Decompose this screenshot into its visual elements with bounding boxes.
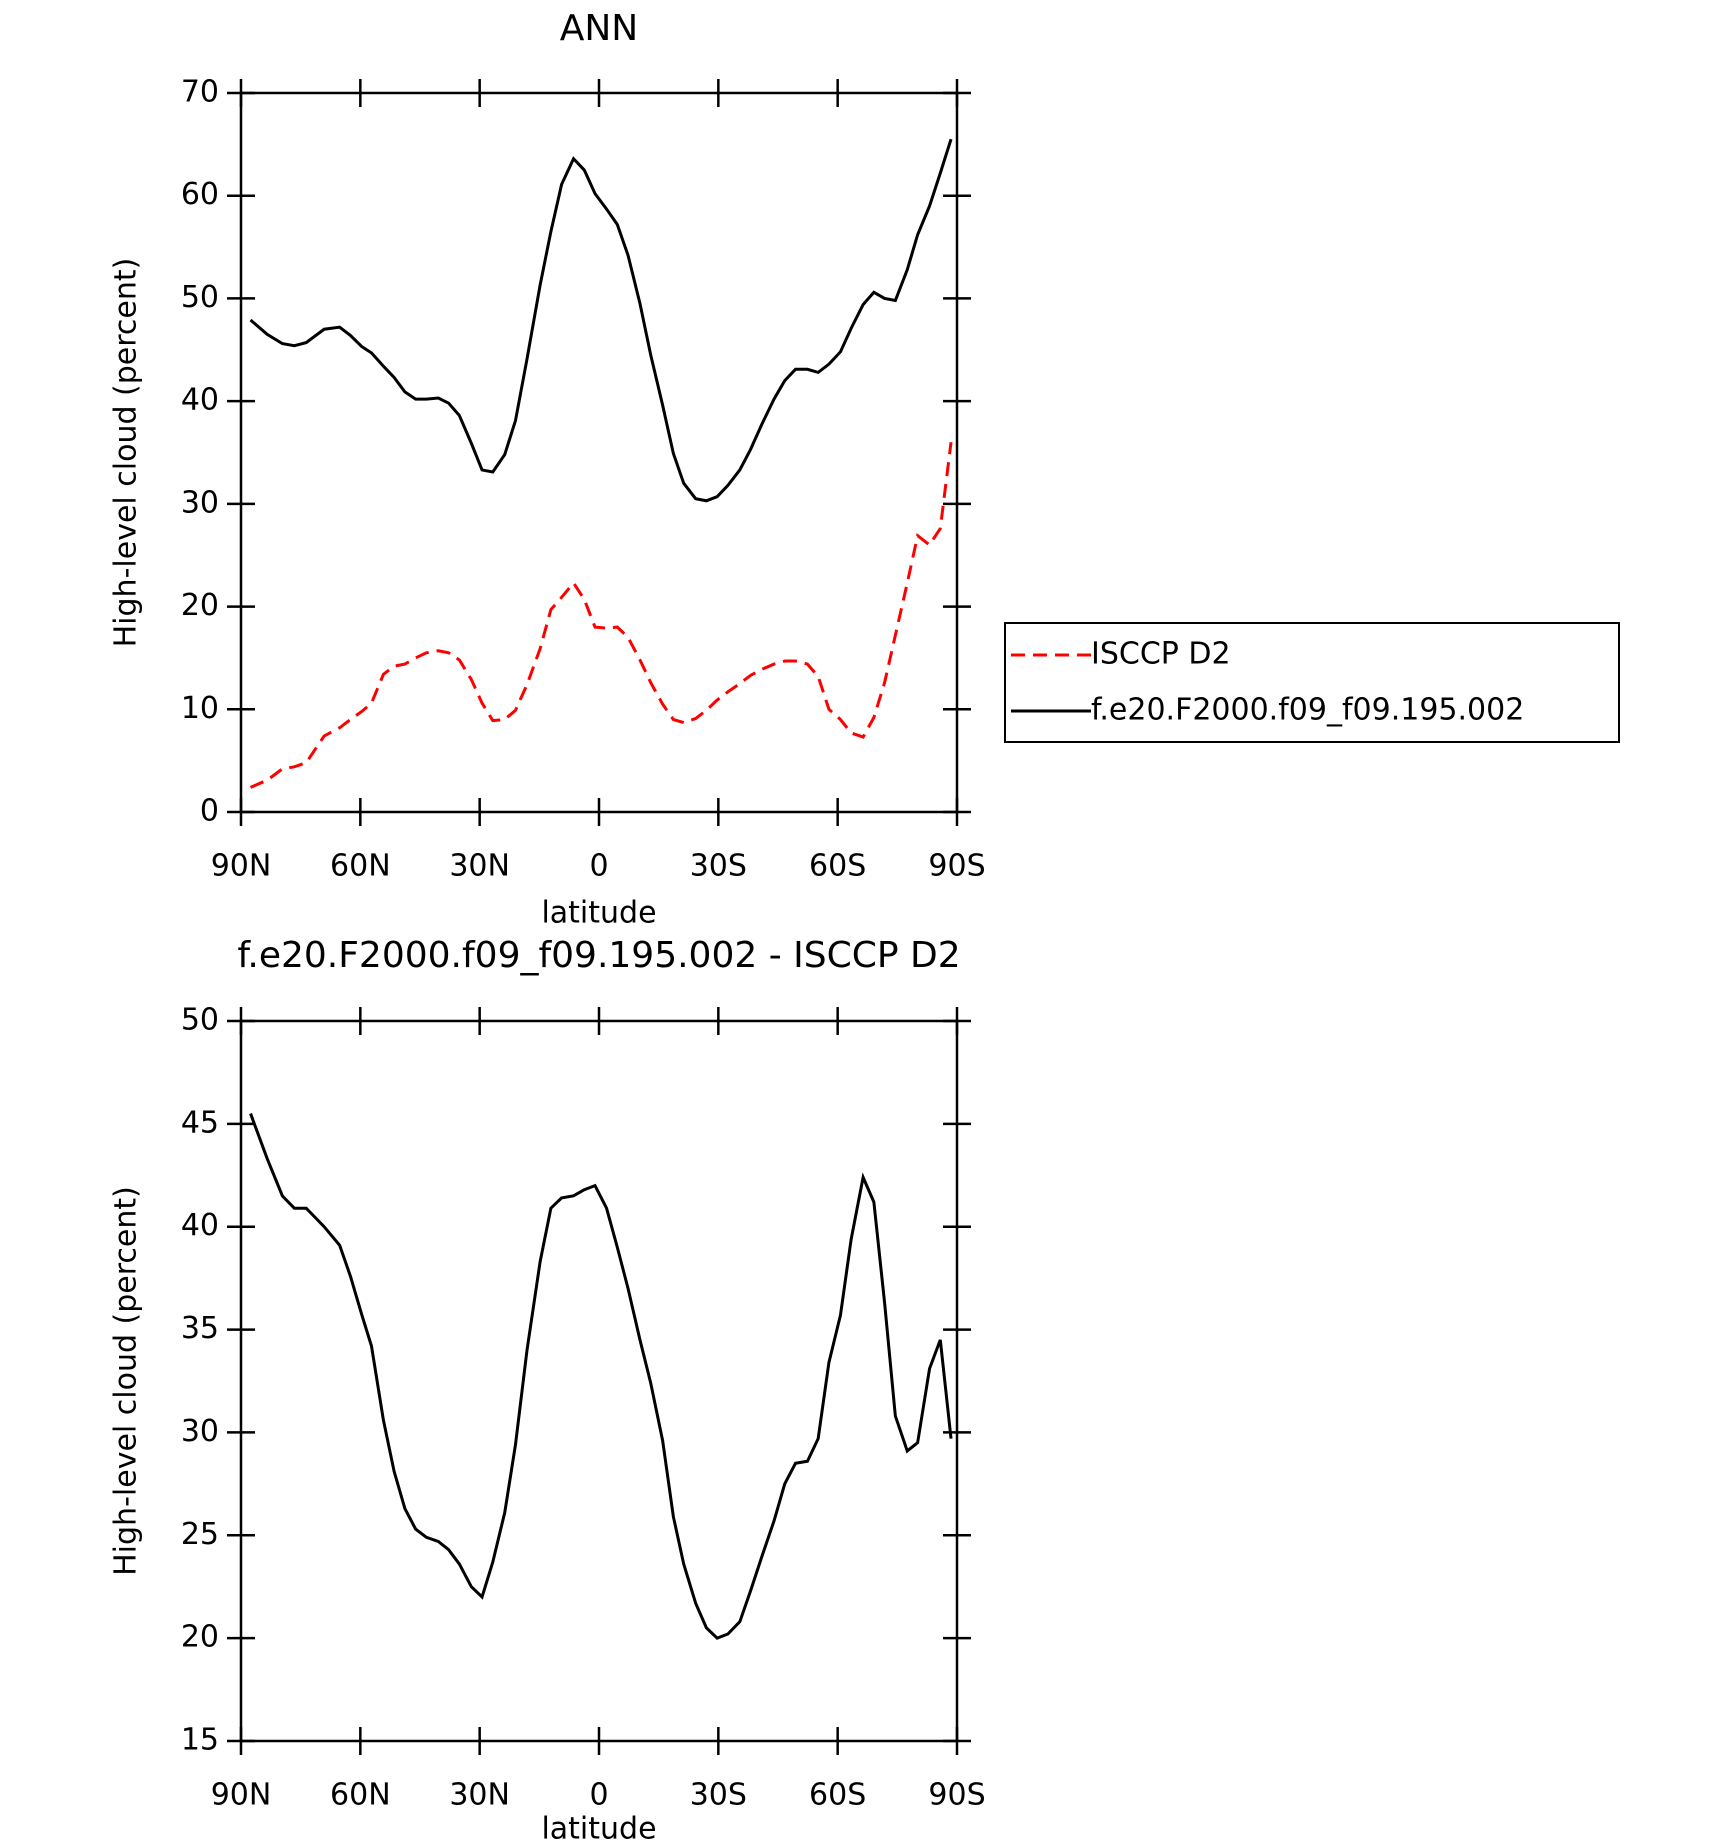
data-line bbox=[249, 138, 953, 503]
x-axis-label: latitude bbox=[541, 896, 656, 931]
legend-label: ISCCP D2 bbox=[1091, 637, 1231, 672]
chart-title: ANN bbox=[560, 8, 639, 49]
x-tick-label: 90S bbox=[928, 849, 985, 884]
y-tick-label: 50 bbox=[181, 1003, 219, 1038]
y-tick-label: 60 bbox=[181, 177, 219, 212]
x-tick-label: 60N bbox=[330, 1778, 391, 1813]
y-tick-label: 10 bbox=[181, 691, 219, 726]
y-tick-label: 20 bbox=[181, 1620, 219, 1655]
y-tick-label: 20 bbox=[181, 588, 219, 623]
y-tick-label: 50 bbox=[181, 280, 219, 315]
plot-frame bbox=[239, 91, 959, 814]
x-tick-label: 30S bbox=[690, 1778, 747, 1813]
chart-title: f.e20.F2000.f09_f09.195.002 - ISCCP D2 bbox=[237, 935, 960, 976]
legend-label: f.e20.F2000.f09_f09.195.002 bbox=[1091, 693, 1524, 728]
x-tick-label: 60S bbox=[809, 849, 866, 884]
y-tick-label: 30 bbox=[181, 485, 219, 520]
x-tick-label: 0 bbox=[589, 849, 608, 884]
y-axis-label: High-level cloud (percent) bbox=[109, 258, 144, 648]
data-line bbox=[249, 1113, 953, 1640]
x-tick-label: 30S bbox=[690, 849, 747, 884]
x-tick-label: 90S bbox=[928, 1778, 985, 1813]
data-line bbox=[249, 442, 953, 789]
y-axis-label: High-level cloud (percent) bbox=[109, 1186, 144, 1576]
y-tick-label: 40 bbox=[181, 383, 219, 418]
x-tick-label: 30N bbox=[449, 849, 510, 884]
x-tick-label: 60N bbox=[330, 849, 391, 884]
y-tick-label: 25 bbox=[181, 1517, 219, 1552]
y-tick-label: 30 bbox=[181, 1414, 219, 1449]
plot-frame bbox=[239, 1019, 959, 1743]
y-tick-label: 70 bbox=[181, 75, 219, 110]
x-tick-label: 0 bbox=[589, 1778, 608, 1813]
y-tick-label: 15 bbox=[181, 1723, 219, 1758]
x-tick-label: 30N bbox=[449, 1778, 510, 1813]
legend-box bbox=[1004, 622, 1620, 743]
x-tick-label: 90N bbox=[211, 849, 272, 884]
x-axis-label: latitude bbox=[541, 1812, 656, 1844]
y-tick-label: 45 bbox=[181, 1105, 219, 1140]
x-tick-label: 90N bbox=[211, 1778, 272, 1813]
x-tick-label: 60S bbox=[809, 1778, 866, 1813]
y-tick-label: 35 bbox=[181, 1311, 219, 1346]
y-tick-label: 40 bbox=[181, 1208, 219, 1243]
y-tick-label: 0 bbox=[200, 794, 219, 829]
